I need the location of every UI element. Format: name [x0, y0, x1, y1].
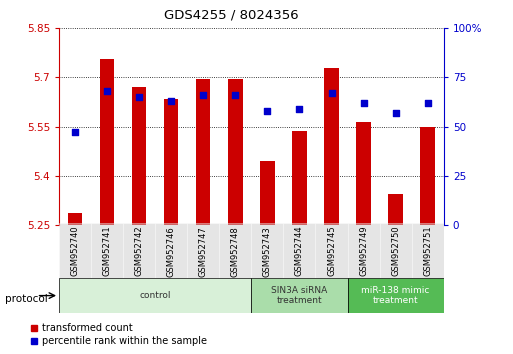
- Bar: [164, 99, 179, 225]
- Point: [231, 92, 240, 98]
- FancyBboxPatch shape: [123, 223, 155, 278]
- Bar: [292, 131, 307, 225]
- Point: [71, 130, 79, 135]
- Bar: [196, 79, 210, 225]
- FancyBboxPatch shape: [411, 223, 444, 278]
- Legend: transformed count, percentile rank within the sample: transformed count, percentile rank withi…: [30, 324, 207, 346]
- FancyBboxPatch shape: [251, 223, 283, 278]
- Bar: [357, 122, 371, 225]
- FancyBboxPatch shape: [91, 223, 123, 278]
- Text: GSM952751: GSM952751: [423, 226, 432, 276]
- Point: [135, 94, 143, 100]
- FancyBboxPatch shape: [348, 278, 444, 313]
- FancyBboxPatch shape: [315, 223, 348, 278]
- FancyBboxPatch shape: [59, 278, 251, 313]
- Text: SIN3A siRNA
treatment: SIN3A siRNA treatment: [271, 286, 328, 305]
- FancyBboxPatch shape: [348, 223, 380, 278]
- Text: GSM952746: GSM952746: [167, 226, 176, 276]
- Bar: [260, 161, 274, 225]
- Text: GSM952744: GSM952744: [295, 226, 304, 276]
- Bar: [388, 194, 403, 225]
- Point: [103, 88, 111, 94]
- Bar: [228, 79, 243, 225]
- Bar: [100, 59, 114, 225]
- Bar: [132, 87, 146, 225]
- Text: GSM952750: GSM952750: [391, 226, 400, 276]
- Text: GDS4255 / 8024356: GDS4255 / 8024356: [164, 9, 298, 22]
- Text: GSM952748: GSM952748: [231, 226, 240, 276]
- Text: GSM952741: GSM952741: [103, 226, 112, 276]
- Text: GSM952740: GSM952740: [70, 226, 80, 276]
- Text: control: control: [140, 291, 171, 300]
- FancyBboxPatch shape: [187, 223, 220, 278]
- Text: GSM952749: GSM952749: [359, 226, 368, 276]
- Text: GSM952745: GSM952745: [327, 226, 336, 276]
- Point: [327, 90, 336, 96]
- Point: [263, 108, 271, 114]
- Point: [424, 100, 432, 106]
- Text: miR-138 mimic
treatment: miR-138 mimic treatment: [362, 286, 430, 305]
- FancyBboxPatch shape: [251, 278, 348, 313]
- FancyBboxPatch shape: [220, 223, 251, 278]
- Point: [167, 98, 175, 104]
- Point: [199, 92, 207, 98]
- FancyBboxPatch shape: [155, 223, 187, 278]
- Text: protocol: protocol: [5, 294, 48, 304]
- Point: [360, 100, 368, 106]
- Bar: [324, 68, 339, 225]
- Text: GSM952743: GSM952743: [263, 226, 272, 276]
- FancyBboxPatch shape: [283, 223, 315, 278]
- Text: GSM952747: GSM952747: [199, 226, 208, 276]
- Point: [391, 110, 400, 116]
- Bar: [421, 126, 435, 225]
- FancyBboxPatch shape: [59, 223, 91, 278]
- Point: [295, 106, 304, 112]
- Bar: [68, 213, 82, 225]
- FancyBboxPatch shape: [380, 223, 411, 278]
- Text: GSM952742: GSM952742: [134, 226, 144, 276]
